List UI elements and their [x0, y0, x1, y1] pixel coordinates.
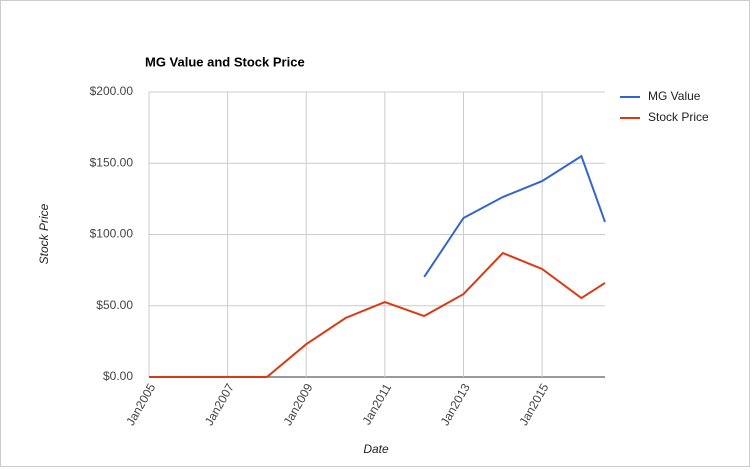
series-line [149, 251, 606, 378]
y-tick-label: $0.00 [103, 369, 133, 383]
legend-label: Stock Price [648, 110, 709, 124]
y-tick-label: $150.00 [90, 155, 134, 169]
chart-title: MG Value and Stock Price [145, 54, 305, 69]
legend-label: MG Value [648, 89, 701, 103]
x-axis-label: Date [363, 442, 389, 456]
y-axis-label: Stock Price [37, 203, 51, 264]
series-line [423, 154, 606, 278]
y-tick-label: $200.00 [90, 84, 134, 98]
y-tick-label: $100.00 [90, 227, 134, 241]
y-tick-label: $50.00 [96, 298, 133, 312]
